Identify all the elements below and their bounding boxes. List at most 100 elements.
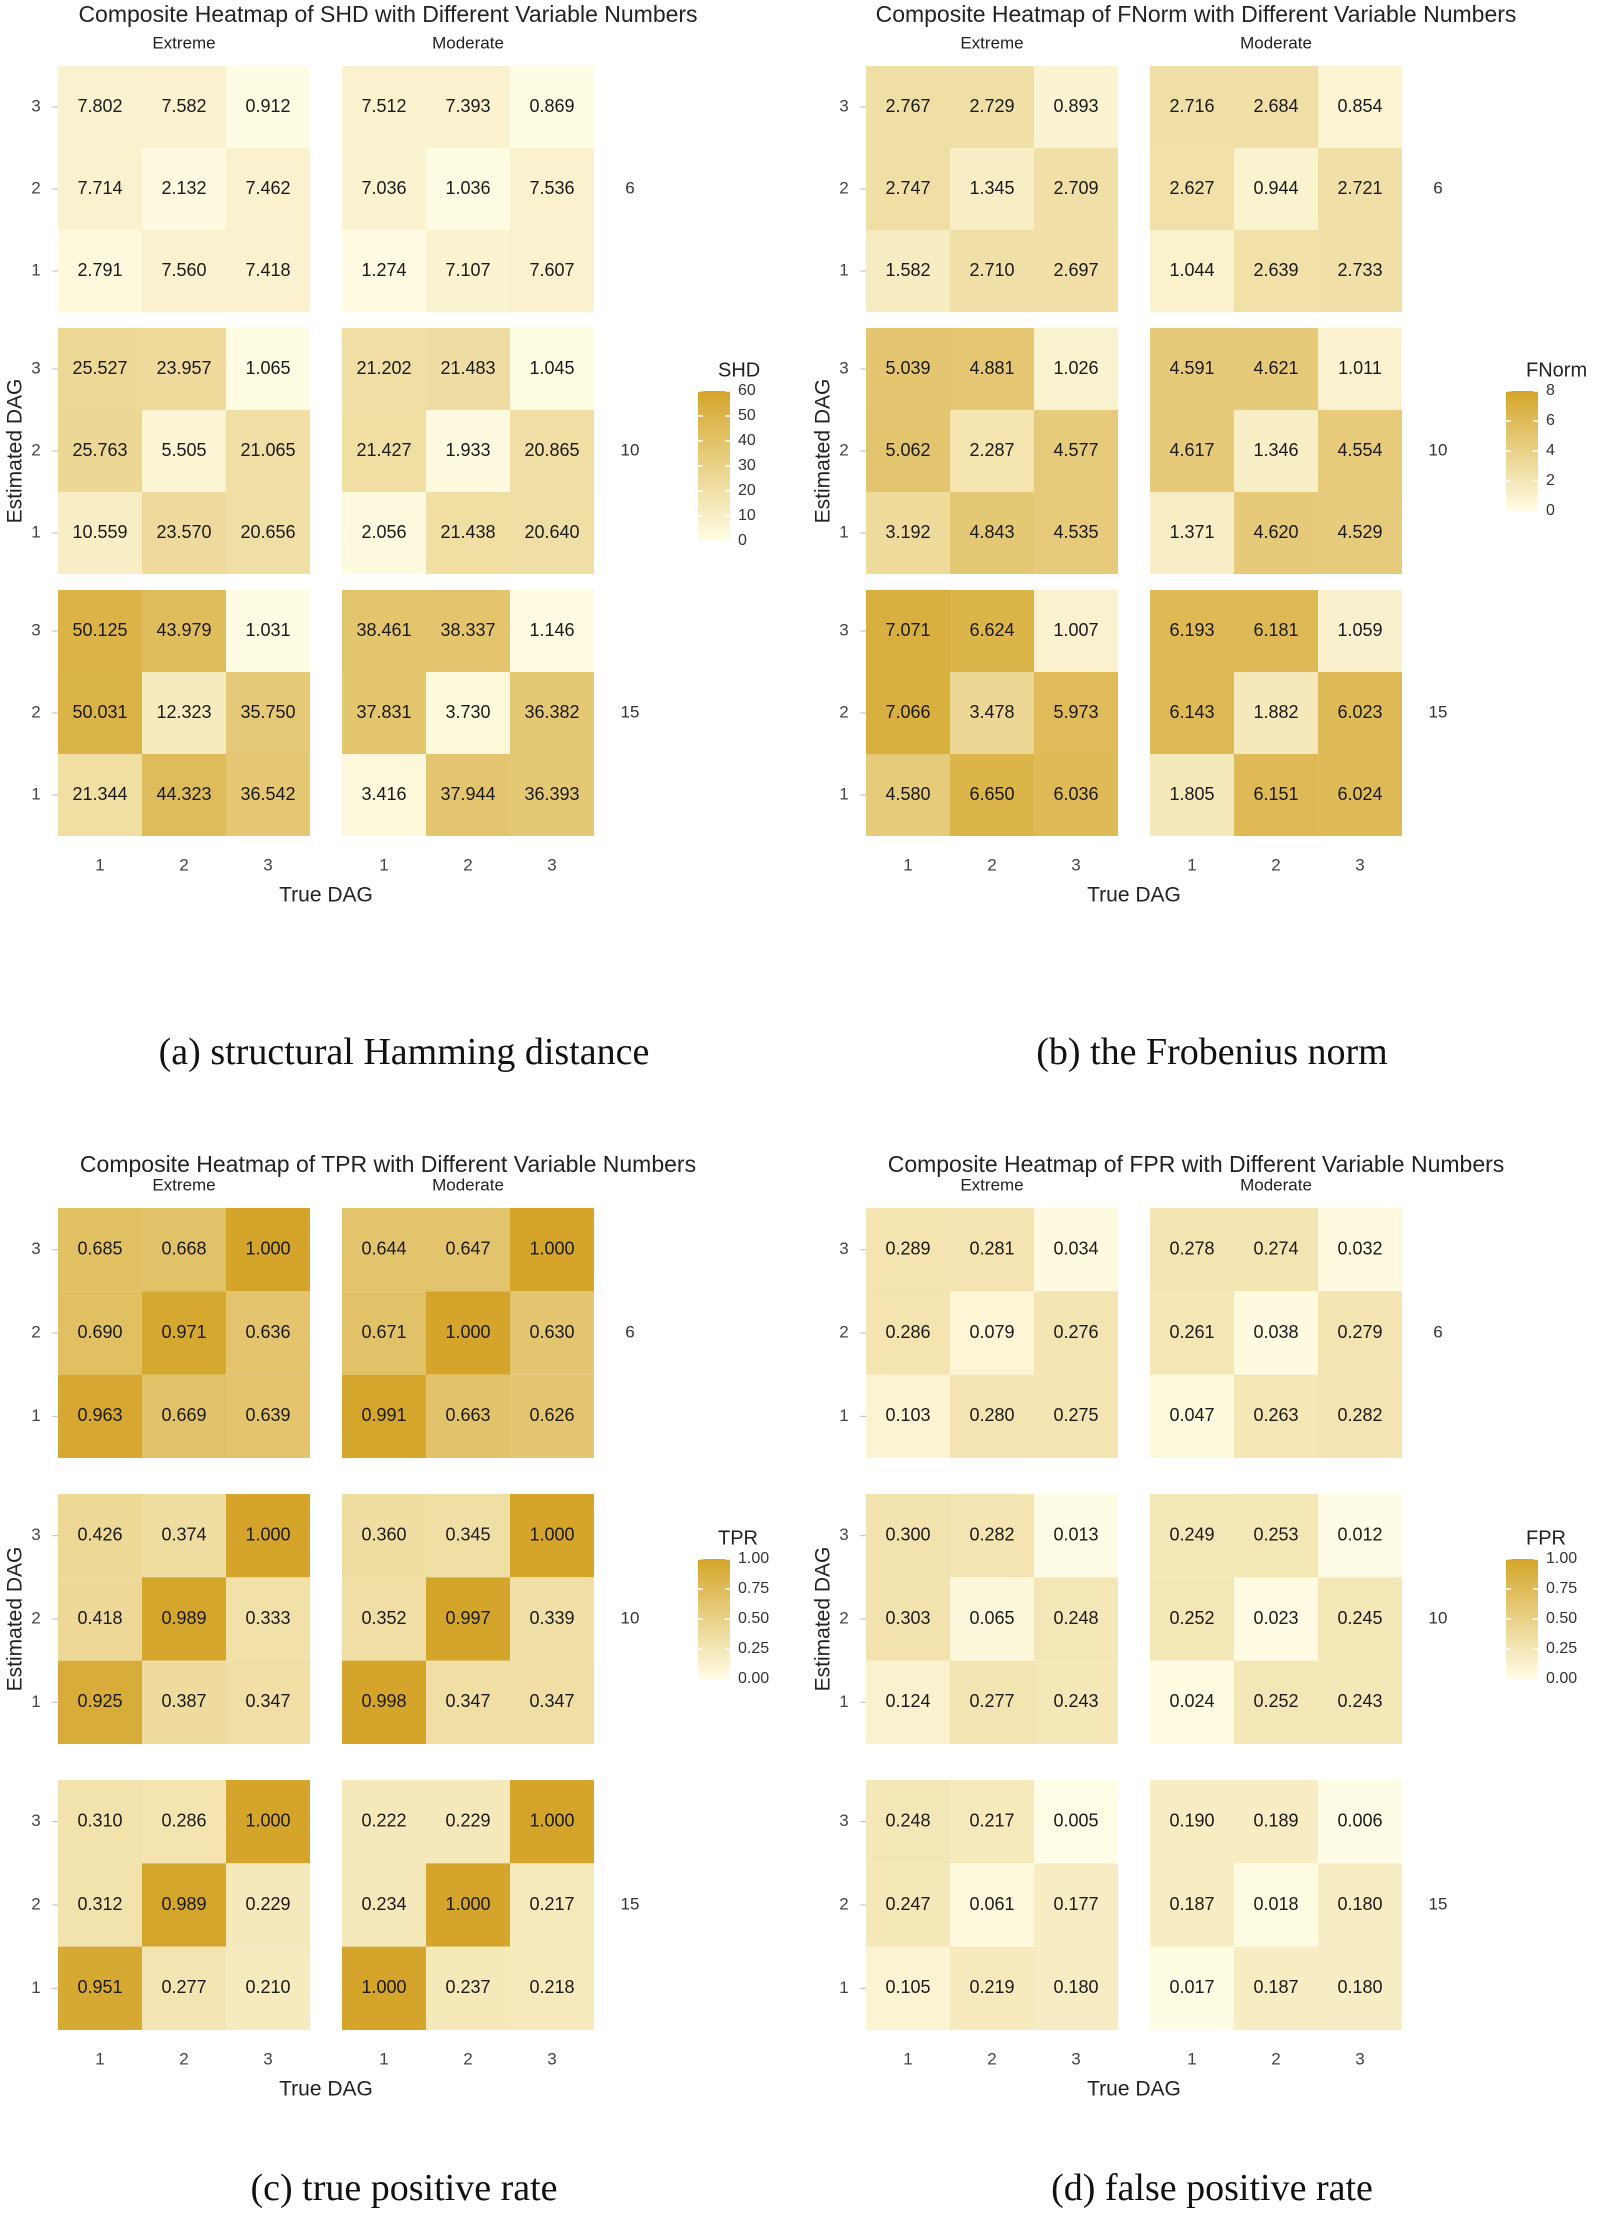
caption-c: (c) true positive rate [250,2167,558,2209]
cell-value-label: 0.274 [1253,1238,1298,1258]
heatmap-cell [510,148,594,230]
y-tick-label: 3 [31,358,40,377]
cell-value-label: 0.243 [1337,1691,1382,1711]
cell-value-label: 0.347 [529,1691,574,1711]
cell-value-label: 6.143 [1169,702,1214,722]
heatmap-cell [510,230,594,312]
heatmap-cell [1318,1291,1402,1375]
cell-value-label: 0.210 [245,1977,290,1997]
cell-value-label: 0.247 [885,1894,930,1914]
heatmap-cell [142,1577,226,1661]
heatmap-cell [866,754,950,836]
heatmap-cell [950,1780,1034,1864]
cell-value-label: 0.300 [885,1524,930,1544]
legend-tick-label: 0.50 [1546,1610,1577,1627]
heatmap-cell [58,672,142,754]
heatmap-cell [1034,754,1118,836]
cell-value-label: 5.505 [161,440,206,460]
heatmap-cell [866,1494,950,1578]
heatmap-cell [950,328,1034,410]
cell-value-label: 1.000 [361,1977,406,1997]
heatmap-cell [950,1291,1034,1375]
cell-value-label: 0.023 [1253,1608,1298,1628]
cell-value-label: 0.277 [969,1691,1014,1711]
cell-value-label: 7.802 [77,96,122,116]
cell-value-label: 3.478 [969,702,1014,722]
cell-value-label: 6.624 [969,620,1014,640]
heatmap-cell [866,66,950,148]
heatmap-cell [510,1946,594,2030]
facet-label-moderate: Moderate [432,1175,504,1194]
cell-value-label: 0.229 [445,1810,490,1830]
cell-value-label: 1.044 [1169,260,1214,280]
heatmap-cell [950,148,1034,230]
heatmap-cell [426,1291,510,1375]
heatmap-cell [226,1374,310,1458]
heatmap-cell [226,1660,310,1744]
heatmap-cell [1150,1946,1234,2030]
heatmap-cell [950,754,1034,836]
heatmap-svg-c: Composite Heatmap of TPR with Different … [4,1151,770,2100]
y-tick-label: 1 [31,1978,40,1997]
heatmap-cell [1318,1577,1402,1661]
heatmap-cell [58,1946,142,2030]
heatmap-cell [1234,410,1318,492]
heatmap-cell [342,1660,426,1744]
cell-value-label: 0.079 [969,1322,1014,1342]
cell-value-label: 1.007 [1053,620,1098,640]
cell-value-label: 0.347 [245,1691,290,1711]
cell-value-label: 0.177 [1053,1894,1098,1914]
cell-value-label: 12.323 [156,702,211,722]
y-tick-label: 2 [31,1322,40,1341]
cell-value-label: 0.038 [1253,1322,1298,1342]
cell-value-label: 2.791 [77,260,122,280]
heatmap-cell [1234,590,1318,672]
heatmap-cell [426,754,510,836]
heatmap-cell [950,1577,1034,1661]
cell-value-label: 6.193 [1169,620,1214,640]
heatmap-cell [58,1780,142,1864]
heatmap-cell [1150,1374,1234,1458]
facet-row-label: 15 [1429,1894,1448,1913]
cell-value-label: 0.263 [1253,1405,1298,1425]
legend-tick-label: 40 [738,432,756,449]
facet-label-moderate: Moderate [1240,1175,1312,1194]
x-tick-label: 1 [1187,2049,1196,2068]
cell-value-label: 0.065 [969,1608,1014,1628]
cell-value-label: 2.684 [1253,96,1298,116]
heatmap-cell [1150,1863,1234,1947]
cell-value-label: 0.998 [361,1691,406,1711]
cell-value-label: 3.730 [445,702,490,722]
heatmap-cell [510,1660,594,1744]
heatmap-cell [510,590,594,672]
cell-value-label: 21.427 [356,440,411,460]
y-tick-label: 3 [839,1239,848,1258]
heatmap-cell [866,1660,950,1744]
heatmap-cell [950,1946,1034,2030]
heatmap-cell [58,410,142,492]
cell-value-label: 5.973 [1053,702,1098,722]
cell-value-label: 0.426 [77,1524,122,1544]
legend-tick-label: 0 [738,532,747,549]
x-tick-label: 1 [903,2049,912,2068]
cell-value-label: 0.387 [161,1691,206,1711]
cell-value-label: 0.222 [361,1810,406,1830]
cell-value-label: 0.644 [361,1238,406,1258]
facet-label-moderate: Moderate [1240,33,1312,52]
heatmap-cell [342,1577,426,1661]
heatmap-cell [142,410,226,492]
heatmap-cell [1234,1660,1318,1744]
cell-value-label: 50.125 [72,620,127,640]
heatmap-cell [426,1660,510,1744]
cell-value-label: 0.217 [529,1894,574,1914]
cell-value-label: 21.438 [440,522,495,542]
cell-value-label: 0.374 [161,1524,206,1544]
heatmap-cell [426,1863,510,1947]
heatmap-cell [142,66,226,148]
cell-value-label: 1.371 [1169,522,1214,542]
x-tick-label: 3 [263,2049,272,2068]
heatmap-cell [58,1577,142,1661]
x-tick-label: 2 [1271,855,1280,874]
cell-value-label: 0.333 [245,1608,290,1628]
x-tick-label: 1 [95,855,104,874]
